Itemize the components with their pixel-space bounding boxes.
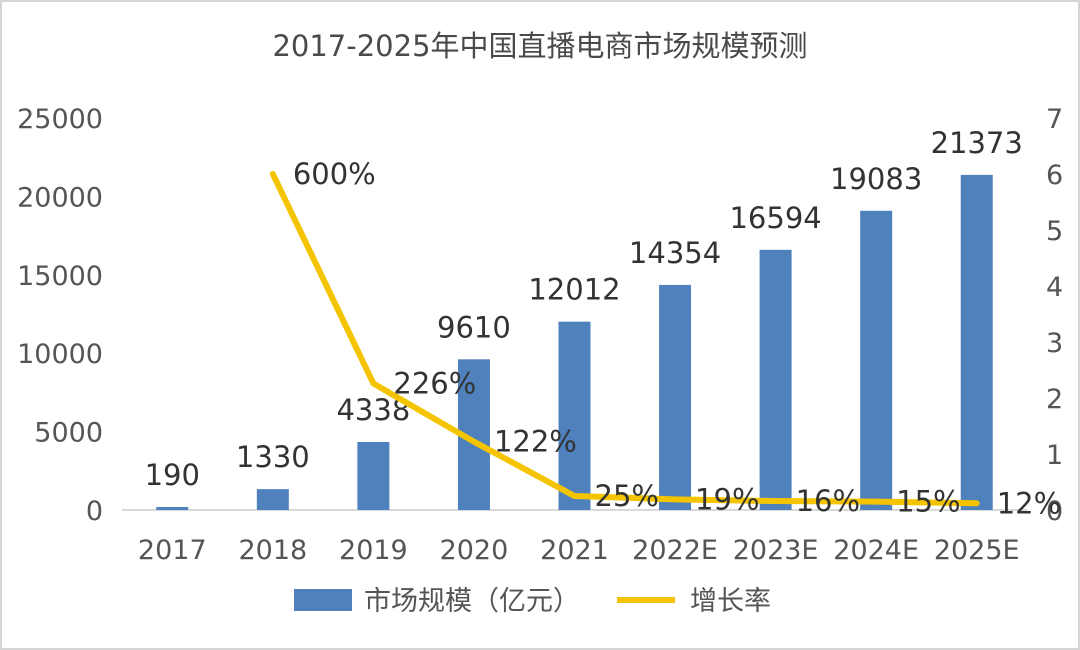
right-tick-label: 0 (1046, 496, 1063, 527)
line-data-labels: 600% 226% 122% 25% 19% 16% 15% 12% (293, 157, 1061, 520)
bar-data-label: 21373 (931, 126, 1023, 160)
line-data-label: 226% (393, 366, 476, 400)
bar-data-label: 9610 (437, 310, 511, 344)
x-tick-label: 2025E (934, 535, 1020, 566)
x-axis-labels: 2017 2018 2019 2020 2021 2022E 2023E 2024E 2025E (138, 535, 1020, 566)
line-data-label: 600% (293, 157, 376, 191)
x-tick-label: 2018 (238, 535, 307, 566)
bar (860, 210, 893, 510)
right-tick-label: 4 (1046, 272, 1063, 303)
legend: 市场规模（亿元） 增长率 (294, 586, 771, 617)
bar (256, 489, 289, 510)
bar (558, 321, 591, 510)
left-axis: 0 5000 10000 15000 20000 25000 (17, 104, 1027, 527)
bar-data-label: 16594 (729, 201, 821, 235)
line-data-label: 15% (896, 485, 960, 519)
bar-series (156, 174, 993, 511)
left-tick-label: 0 (86, 496, 103, 527)
legend-label-line: 增长率 (690, 586, 771, 617)
bar-data-label: 19083 (830, 162, 922, 196)
bar (759, 249, 792, 510)
x-tick-label: 2021 (540, 535, 609, 566)
x-tick-label: 2022E (632, 535, 718, 566)
right-tick-label: 6 (1046, 160, 1063, 191)
line-series (269, 171, 980, 507)
left-tick-label: 5000 (34, 418, 103, 449)
left-tick-label: 15000 (17, 261, 103, 292)
line-data-label: 16% (796, 484, 860, 518)
line-data-label: 122% (494, 425, 577, 459)
bar (960, 174, 993, 511)
right-axis: 0 1 2 3 4 5 6 7 (1046, 104, 1063, 527)
bar-data-label: 12012 (528, 273, 620, 307)
left-tick-label: 20000 (17, 182, 103, 213)
legend-swatch-bar (294, 589, 352, 611)
x-tick-label: 2017 (138, 535, 207, 566)
line-data-label: 12% (997, 486, 1061, 520)
bar (156, 507, 189, 510)
right-tick-label: 2 (1046, 384, 1063, 415)
x-tick-label: 2019 (339, 535, 408, 566)
bar-data-label: 14354 (629, 236, 721, 270)
bar-data-label: 1330 (236, 440, 310, 474)
x-tick-label: 2020 (440, 535, 509, 566)
legend-label-bar: 市场规模（亿元） (364, 586, 580, 617)
right-tick-label: 1 (1046, 440, 1063, 471)
bar-data-label: 190 (145, 458, 200, 492)
chart-title: 2017-2025年中国直播电商市场规模预测 (272, 29, 807, 63)
growth-rate-line (269, 171, 980, 507)
left-tick-label: 25000 (17, 104, 103, 135)
right-tick-label: 3 (1046, 328, 1063, 359)
left-tick-label: 10000 (17, 339, 103, 370)
bar (659, 284, 692, 510)
line-data-label: 25% (595, 479, 659, 513)
bar (357, 441, 390, 510)
x-tick-label: 2023E (733, 535, 819, 566)
line-data-label: 19% (695, 482, 759, 516)
right-tick-label: 7 (1046, 104, 1063, 135)
right-tick-label: 5 (1046, 216, 1063, 247)
x-tick-label: 2024E (833, 535, 919, 566)
